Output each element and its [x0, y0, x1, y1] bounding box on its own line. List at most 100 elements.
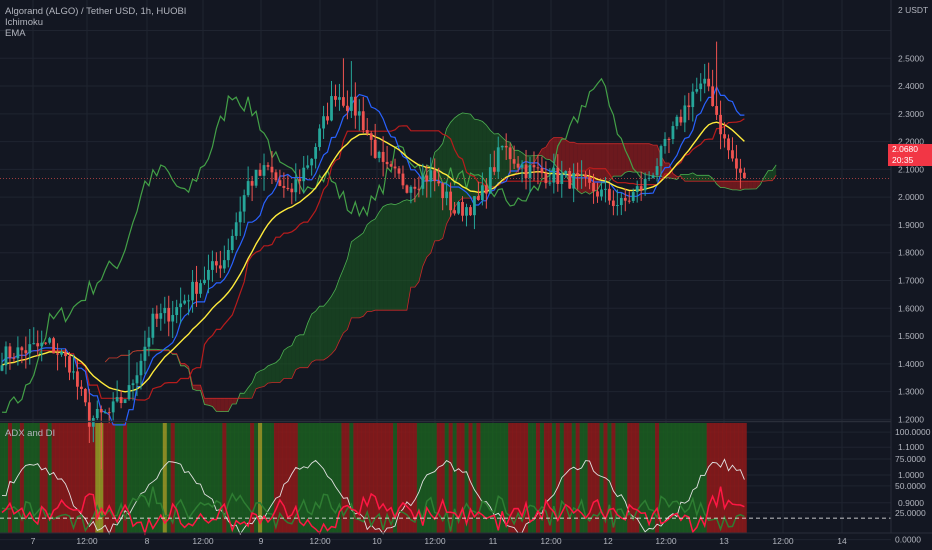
candle-body — [318, 128, 321, 147]
candle-body — [262, 165, 266, 176]
adx-band — [440, 423, 446, 533]
adx-band — [289, 423, 295, 533]
adx-band — [313, 423, 319, 533]
candle-body — [576, 173, 580, 176]
ichimoku-label[interactable]: Ichimoku — [5, 17, 44, 28]
cloud-segment — [299, 334, 304, 368]
price-tick-label: 1.9000 — [898, 220, 924, 230]
candle-body — [727, 138, 730, 151]
adx-band — [480, 423, 485, 533]
cloud-segment — [204, 398, 209, 406]
candle-body — [639, 186, 643, 191]
candle-body — [342, 97, 345, 106]
cloud-segment — [772, 164, 777, 181]
candle-body — [270, 166, 274, 173]
adx-band — [412, 423, 418, 533]
adx-band — [281, 423, 287, 533]
cloud-segment — [307, 313, 312, 368]
candles[interactable] — [0, 41, 746, 470]
candle-body — [445, 191, 449, 199]
adx-band — [43, 423, 49, 533]
cloud-segment — [351, 238, 356, 318]
symbol-title[interactable]: Algorand (ALGO) / Tether USD, 1h, HUOBI — [5, 6, 187, 17]
candle-body — [465, 207, 468, 216]
cloud-segment — [696, 175, 701, 182]
cloud-segment — [355, 235, 360, 318]
cloud-segment — [295, 334, 300, 370]
adx-band — [663, 423, 668, 533]
price-tick-label: 1.0000 — [898, 470, 924, 480]
ema-label[interactable]: EMA — [5, 28, 26, 39]
adx-band — [59, 423, 64, 533]
cloud-segment — [645, 143, 650, 176]
candle-body — [592, 182, 595, 192]
cloud-segment — [256, 370, 261, 389]
cloud-segment — [637, 143, 642, 173]
candle-body — [24, 350, 28, 354]
candle-body — [72, 371, 75, 373]
cloud-segment — [367, 221, 372, 312]
candle-body — [365, 130, 369, 134]
cloud-segment — [399, 200, 403, 311]
adx-band — [615, 423, 620, 533]
candle-body — [540, 168, 544, 174]
candle-body — [203, 279, 206, 284]
adx-panel-title[interactable]: ADX and DI — [5, 428, 56, 439]
time-tick-label: 10 — [372, 536, 382, 546]
candle-body — [44, 342, 48, 344]
candle-body — [56, 353, 59, 355]
adx-band — [285, 423, 291, 533]
candle-body — [572, 173, 576, 189]
candle-body — [76, 371, 79, 387]
candle-body — [480, 185, 484, 201]
adx-band — [710, 423, 716, 533]
candle-body — [461, 202, 464, 216]
candle-body — [381, 151, 385, 162]
candle-body — [294, 179, 298, 193]
adx-band — [321, 423, 326, 533]
candle-body — [560, 174, 564, 184]
candle-body — [195, 281, 198, 294]
adx-band — [174, 423, 180, 533]
adx-band — [3, 423, 9, 533]
cloud-segment — [391, 203, 396, 311]
adx-band — [575, 423, 581, 533]
candle-body — [246, 181, 250, 196]
candle-body — [8, 346, 12, 358]
adx-band — [563, 423, 569, 533]
candle-body — [417, 188, 421, 190]
candle-body — [191, 281, 194, 301]
adx-band — [682, 423, 688, 533]
adx-band — [186, 423, 191, 533]
adx-band — [468, 423, 473, 533]
adx-band — [639, 423, 644, 533]
adx-band — [214, 423, 219, 533]
adx-band — [571, 423, 577, 533]
price-axis-unit: 2 USDT — [898, 5, 928, 15]
candle-body — [524, 164, 528, 179]
adx-band — [111, 423, 116, 533]
candle-body — [544, 173, 548, 184]
adx-band — [134, 423, 140, 533]
cloud-segment — [252, 373, 257, 399]
adx-band — [726, 423, 731, 533]
cloud-segment — [708, 175, 713, 182]
time-tick-label: 12:00 — [772, 536, 794, 546]
candle-body — [425, 175, 429, 182]
candle-body — [453, 210, 456, 214]
candle-body — [615, 205, 619, 207]
candle-body — [123, 399, 127, 404]
adx-band — [182, 423, 188, 533]
adx-band — [91, 423, 96, 533]
cloud-segment — [311, 311, 316, 363]
candle-body — [568, 171, 572, 189]
candle-body — [627, 200, 631, 202]
adx-band — [460, 423, 465, 533]
candle-body — [496, 147, 500, 172]
adx-band — [131, 423, 136, 533]
candle-body — [413, 186, 417, 189]
candle-body — [457, 202, 460, 214]
adx-band — [587, 423, 592, 533]
adx-band — [55, 423, 60, 533]
